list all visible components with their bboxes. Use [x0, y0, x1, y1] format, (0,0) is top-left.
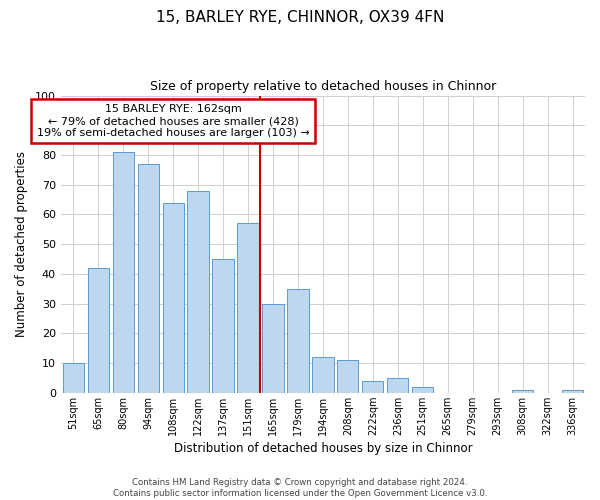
Bar	[163, 202, 184, 393]
Bar	[562, 390, 583, 393]
Text: 15, BARLEY RYE, CHINNOR, OX39 4FN: 15, BARLEY RYE, CHINNOR, OX39 4FN	[156, 10, 444, 25]
Bar	[62, 363, 84, 393]
Y-axis label: Number of detached properties: Number of detached properties	[15, 151, 28, 337]
Text: Contains HM Land Registry data © Crown copyright and database right 2024.
Contai: Contains HM Land Registry data © Crown c…	[113, 478, 487, 498]
Bar	[337, 360, 358, 393]
Bar	[113, 152, 134, 393]
Bar	[287, 289, 308, 393]
Bar	[262, 304, 284, 393]
X-axis label: Distribution of detached houses by size in Chinnor: Distribution of detached houses by size …	[173, 442, 472, 455]
Bar	[512, 390, 533, 393]
Text: 15 BARLEY RYE: 162sqm
← 79% of detached houses are smaller (428)
19% of semi-det: 15 BARLEY RYE: 162sqm ← 79% of detached …	[37, 104, 310, 138]
Bar	[387, 378, 409, 393]
Bar	[312, 357, 334, 393]
Title: Size of property relative to detached houses in Chinnor: Size of property relative to detached ho…	[150, 80, 496, 93]
Bar	[362, 381, 383, 393]
Bar	[412, 387, 433, 393]
Bar	[88, 268, 109, 393]
Bar	[238, 224, 259, 393]
Bar	[212, 259, 233, 393]
Bar	[137, 164, 159, 393]
Bar	[187, 190, 209, 393]
